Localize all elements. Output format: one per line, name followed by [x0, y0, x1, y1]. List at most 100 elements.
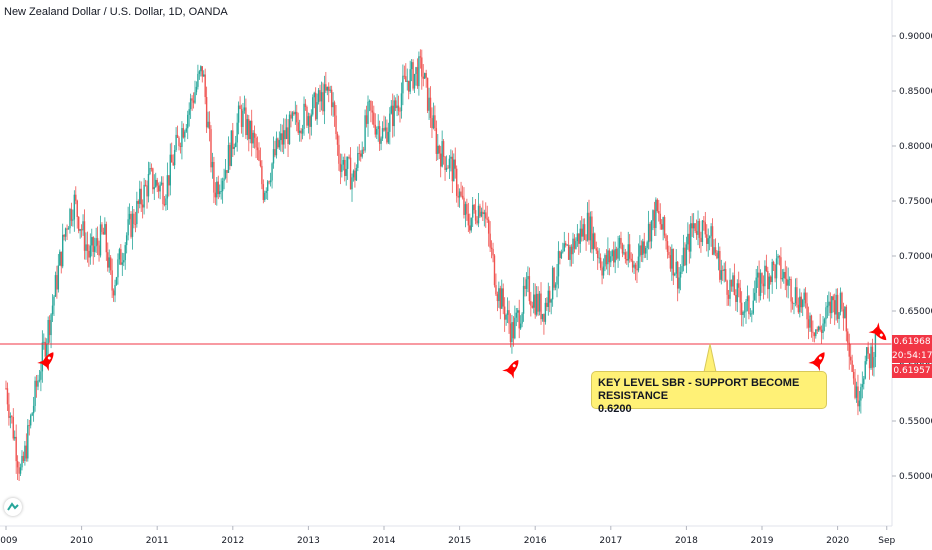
candle-body [613, 250, 615, 263]
candle-body [93, 246, 96, 252]
candle-body [527, 276, 529, 280]
candle-body [115, 277, 118, 286]
candle-body [216, 181, 218, 198]
candle-body [819, 326, 821, 330]
candle-body [143, 184, 145, 208]
candle-body [508, 310, 510, 324]
candle-body [614, 248, 616, 263]
rocket-icon [808, 352, 825, 372]
candle-body [627, 244, 629, 261]
key-level-callout[interactable]: KEY LEVEL SBR - SUPPORT BECOME RESISTANC… [591, 371, 827, 415]
candle-body [300, 130, 302, 134]
candle-body [18, 467, 20, 474]
candle-body [160, 182, 163, 185]
candle-body [662, 217, 664, 230]
candle-body [688, 233, 691, 252]
candle-body [235, 142, 237, 147]
candle-body [155, 179, 157, 188]
candle-body [437, 145, 439, 154]
candle-body [569, 246, 571, 260]
candle-body [727, 294, 730, 299]
candle-body [544, 302, 547, 322]
candle-body [522, 285, 525, 314]
candle-body [51, 305, 54, 315]
candle-body [787, 279, 789, 286]
candle-body [332, 102, 334, 108]
candle-body [309, 116, 311, 127]
candle-body [351, 177, 353, 190]
candle-body [392, 105, 394, 127]
candle-body [557, 251, 560, 277]
candle-body [329, 89, 331, 91]
candle-body [16, 461, 19, 468]
candle-body [756, 272, 759, 278]
candle-body [745, 301, 747, 312]
candle-body [809, 315, 811, 328]
candle-body [604, 255, 606, 267]
candle-body [698, 220, 701, 238]
tradingview-logo-icon[interactable] [4, 498, 22, 516]
candle-body [96, 238, 99, 246]
candle-body [716, 252, 718, 259]
candle-body [83, 221, 86, 251]
candle-body [694, 223, 696, 231]
candle-body [185, 128, 187, 132]
candle-body [772, 261, 775, 265]
candle-body [765, 265, 768, 271]
candle-body [547, 290, 549, 307]
candle-body [204, 74, 206, 98]
candle-body [476, 220, 478, 224]
candle-body [370, 101, 372, 111]
candle-body [338, 144, 340, 164]
candle-body [852, 371, 855, 379]
candle-body [253, 132, 256, 138]
candle-body [91, 237, 93, 246]
candle-body [543, 314, 545, 322]
candle-body [184, 131, 186, 138]
candle-body [833, 300, 836, 315]
candle-body [54, 275, 57, 297]
time-axis[interactable]: 2009 2010 2011 2012 2013 2014 2015 2016 2017 2018… [0, 526, 896, 546]
candle-body [419, 56, 422, 58]
candle-body [860, 387, 862, 401]
candle-body [368, 101, 371, 102]
candle-body [281, 133, 283, 145]
candle-body [266, 181, 269, 191]
callout-line-2: 0.6200 [598, 403, 632, 415]
candle-body [845, 306, 848, 332]
candle-body [483, 212, 486, 215]
candle-body [168, 175, 170, 186]
candle-body [531, 305, 533, 308]
candle-body [831, 296, 833, 314]
candle-body [762, 283, 765, 287]
candle-body [166, 175, 169, 199]
candle-body [192, 100, 195, 103]
candle-body [871, 346, 874, 368]
candle-body [262, 184, 265, 200]
candle-body [610, 256, 612, 263]
rocket-markers [37, 322, 887, 379]
candle-body [658, 211, 660, 214]
candle-body [153, 187, 155, 190]
candle-body [149, 168, 151, 175]
candle-body [572, 238, 574, 255]
candle-body [592, 233, 595, 250]
candle-body [490, 247, 493, 249]
time-tick-label: 2018 [675, 536, 698, 546]
candle-body [287, 127, 289, 145]
candle-body [774, 264, 776, 279]
candle-body [581, 228, 583, 237]
candle-body [637, 256, 640, 271]
candle-body [413, 73, 416, 89]
candle-body [77, 216, 80, 231]
candle-body [706, 234, 708, 244]
candle-body [746, 296, 749, 302]
candle-body [717, 251, 720, 259]
candle-body [692, 223, 695, 229]
candle-body [412, 62, 414, 89]
candle-body [249, 120, 251, 140]
candle-body [570, 246, 573, 255]
candle-body [268, 181, 270, 183]
